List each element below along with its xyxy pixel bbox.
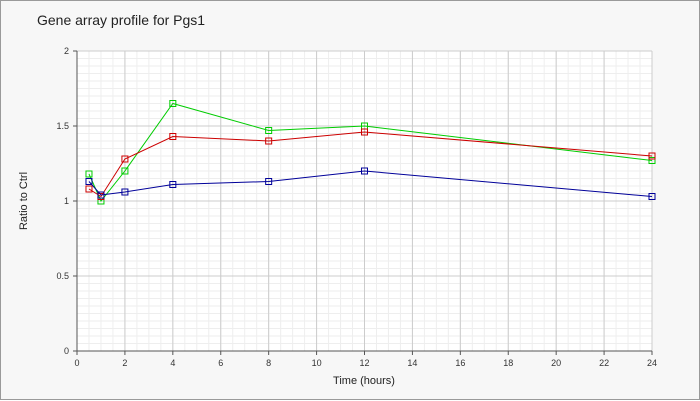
data-point-marker <box>648 152 656 160</box>
y-tick-label: 0.5 <box>56 271 69 281</box>
data-point-marker <box>85 178 93 185</box>
y-tick-label: 1.5 <box>56 121 69 131</box>
series-line <box>88 102 653 202</box>
y-axis-ticks: 0 0.5 1 1.5 2 <box>56 46 77 356</box>
data-point-marker <box>85 170 93 178</box>
series-layer <box>85 100 656 205</box>
data-point-marker <box>97 191 105 199</box>
x-tick-label: 12 <box>359 358 369 368</box>
series-line <box>88 170 653 197</box>
x-axis-ticks: 0 2 4 6 8 10 12 14 16 18 20 22 24 <box>74 351 657 368</box>
data-point-marker <box>169 133 177 140</box>
data-point-marker <box>85 185 93 193</box>
y-tick-label: 1 <box>64 196 69 206</box>
data-point-marker <box>265 178 273 185</box>
data-point-marker <box>648 193 656 200</box>
data-point-marker <box>361 167 368 175</box>
data-point-marker <box>265 137 273 145</box>
x-tick-label: 20 <box>551 358 561 368</box>
x-tick-label: 24 <box>647 358 657 368</box>
x-axis-label: Time (hours) <box>333 375 395 387</box>
series-1 <box>85 100 656 205</box>
y-tick-label: 2 <box>64 46 69 56</box>
data-point-marker <box>169 181 177 188</box>
x-tick-label: 2 <box>122 358 127 368</box>
x-tick-label: 4 <box>170 358 175 368</box>
series-2 <box>85 128 656 200</box>
x-tick-label: 14 <box>407 358 417 368</box>
x-tick-label: 22 <box>599 358 609 368</box>
data-point-marker <box>265 127 273 134</box>
x-tick-label: 0 <box>74 358 79 368</box>
x-tick-label: 18 <box>503 358 513 368</box>
y-tick-label: 0 <box>64 346 69 356</box>
x-tick-label: 16 <box>455 358 465 368</box>
data-point-marker <box>648 157 656 164</box>
data-point-marker <box>121 155 129 163</box>
data-point-marker <box>121 167 129 175</box>
x-tick-label: 8 <box>266 358 271 368</box>
series-line <box>88 131 653 198</box>
y-axis-label: Ratio to Ctrl <box>18 172 30 230</box>
data-point-marker <box>361 128 368 136</box>
x-tick-label: 6 <box>218 358 223 368</box>
chart-title: Gene array profile for Pgs1 <box>37 12 205 28</box>
series-3 <box>85 167 656 200</box>
data-point-marker <box>169 100 177 107</box>
data-point-marker <box>121 188 129 196</box>
x-tick-label: 10 <box>312 358 322 368</box>
